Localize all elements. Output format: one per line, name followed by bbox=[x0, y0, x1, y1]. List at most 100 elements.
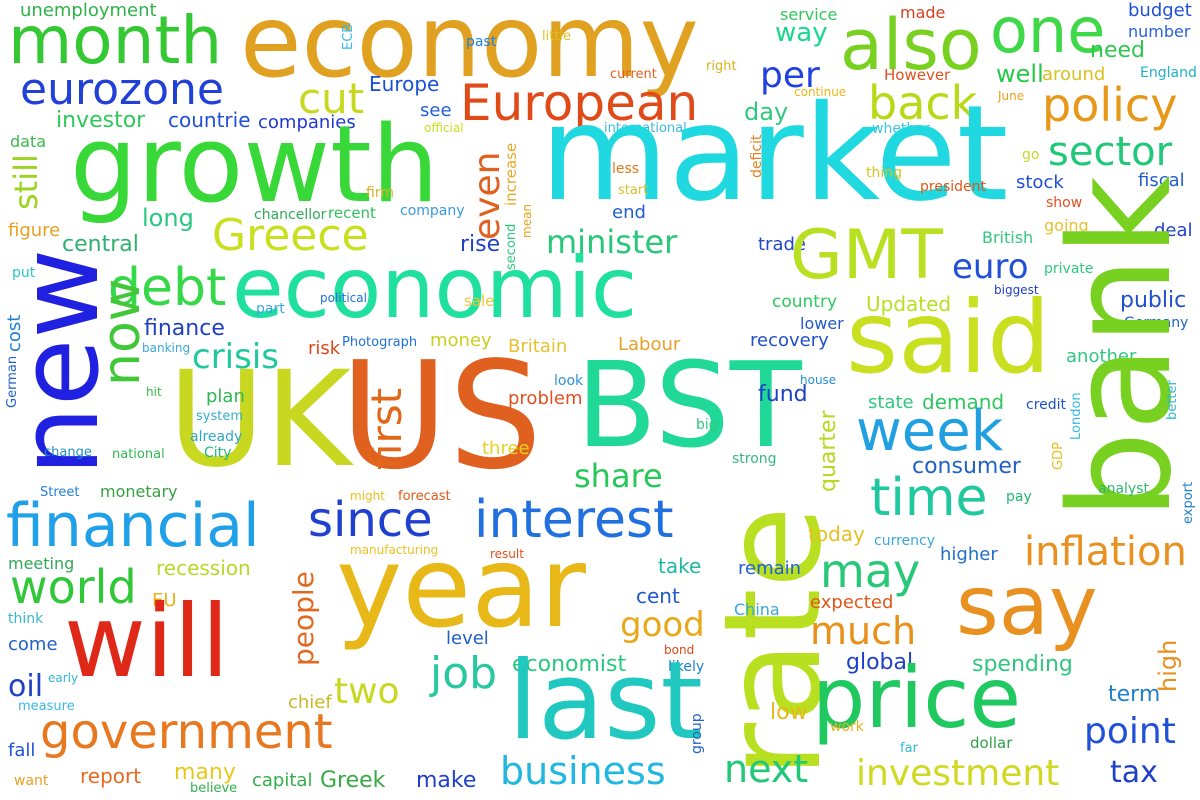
word: start bbox=[618, 183, 649, 198]
word: likely bbox=[668, 659, 705, 675]
word: investment bbox=[856, 753, 1060, 794]
word: consumer bbox=[912, 454, 1021, 479]
word: figure bbox=[8, 220, 61, 241]
word: good bbox=[620, 605, 705, 645]
word: term bbox=[1108, 682, 1161, 707]
word: business bbox=[500, 749, 666, 793]
word: president bbox=[920, 179, 986, 195]
word: hit bbox=[146, 385, 162, 399]
word: around bbox=[1042, 64, 1106, 85]
word: bank bbox=[1040, 175, 1200, 520]
word: right bbox=[706, 59, 737, 74]
word: group bbox=[689, 713, 705, 754]
word: Greek bbox=[320, 768, 386, 793]
word: world bbox=[10, 560, 137, 614]
word: bond bbox=[664, 643, 695, 657]
word: private bbox=[1044, 261, 1094, 277]
word: City bbox=[204, 445, 232, 461]
word: strong bbox=[732, 451, 777, 467]
word: continue bbox=[794, 85, 847, 99]
word: since bbox=[308, 492, 433, 548]
word: investor bbox=[56, 108, 146, 133]
word: companies bbox=[258, 112, 356, 133]
word: sector bbox=[1048, 129, 1173, 175]
word: might bbox=[350, 489, 385, 503]
word: debt bbox=[108, 258, 227, 318]
word: month bbox=[8, 2, 223, 79]
word: long bbox=[142, 204, 194, 232]
word: analyst bbox=[1098, 481, 1149, 497]
word: even bbox=[467, 151, 508, 240]
word: still bbox=[7, 154, 45, 210]
word: low bbox=[770, 700, 808, 725]
word: say bbox=[956, 559, 1098, 654]
word: two bbox=[334, 671, 400, 712]
word: see bbox=[420, 100, 452, 121]
word: result bbox=[490, 547, 524, 561]
word: risk bbox=[308, 338, 341, 359]
word: US bbox=[340, 330, 543, 502]
word: economic bbox=[232, 239, 638, 337]
word: unemployment bbox=[20, 0, 157, 21]
word: political bbox=[320, 291, 367, 305]
word: service bbox=[780, 5, 838, 24]
word: company bbox=[400, 203, 465, 219]
word: monetary bbox=[100, 482, 178, 501]
word: state bbox=[868, 392, 914, 413]
word: recovery bbox=[750, 330, 829, 351]
word: may bbox=[820, 544, 921, 598]
word: trade bbox=[758, 234, 806, 255]
word: now bbox=[92, 278, 152, 386]
word: capital bbox=[252, 770, 313, 791]
word: need bbox=[1090, 38, 1145, 63]
word: money bbox=[430, 330, 492, 351]
word: next bbox=[724, 747, 809, 791]
word: eurozone bbox=[20, 64, 224, 115]
word: thing bbox=[866, 165, 903, 181]
word: big bbox=[696, 417, 718, 433]
word: Street bbox=[40, 485, 80, 500]
word: fund bbox=[758, 382, 808, 407]
word: made bbox=[900, 3, 946, 22]
word: country bbox=[772, 292, 838, 312]
word: crisis bbox=[192, 337, 279, 377]
word: quarter bbox=[816, 410, 841, 492]
word: first bbox=[362, 387, 411, 470]
word: change bbox=[44, 445, 92, 460]
word: Photograph bbox=[342, 335, 418, 350]
word: chancellor bbox=[254, 207, 327, 223]
word: cut bbox=[298, 74, 365, 123]
word: will bbox=[64, 583, 230, 700]
word: point bbox=[1084, 711, 1176, 752]
word: financial bbox=[6, 491, 260, 561]
word: central bbox=[62, 232, 139, 257]
word: problem bbox=[508, 388, 583, 409]
word: year bbox=[336, 523, 586, 653]
word: measure bbox=[18, 699, 75, 714]
word: budget bbox=[1128, 0, 1192, 21]
word: current bbox=[610, 67, 657, 82]
word: market bbox=[540, 77, 1009, 231]
word: Labour bbox=[618, 334, 681, 355]
word: euro bbox=[952, 247, 1029, 287]
word: BST bbox=[576, 336, 802, 474]
word: British bbox=[982, 228, 1034, 247]
word: stock bbox=[1016, 172, 1064, 193]
word: expected bbox=[810, 592, 894, 613]
word: work bbox=[830, 719, 864, 735]
word: countrie bbox=[168, 108, 251, 132]
word: German bbox=[5, 355, 20, 408]
word: minister bbox=[546, 223, 678, 261]
word: chief bbox=[288, 692, 332, 713]
word: banking bbox=[142, 341, 191, 355]
word: GMT bbox=[790, 216, 943, 295]
word: England bbox=[1140, 65, 1197, 81]
word: fiscal bbox=[1138, 170, 1185, 191]
word: job bbox=[430, 648, 498, 699]
word: number bbox=[1128, 22, 1191, 41]
word: June bbox=[998, 89, 1025, 103]
word: another bbox=[1066, 346, 1137, 367]
word: manufacturing bbox=[350, 543, 439, 557]
word: inflation bbox=[1024, 529, 1187, 575]
